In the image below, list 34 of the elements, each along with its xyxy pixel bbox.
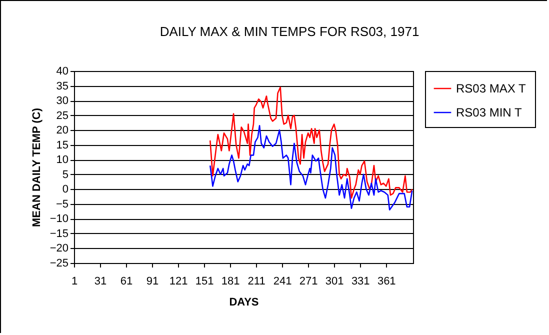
- x-tick-label: 211: [248, 276, 266, 288]
- line-series: [209, 86, 413, 199]
- y-tick-label: 20: [56, 124, 68, 137]
- y-tick-label: 5: [62, 168, 68, 181]
- y-tick-label: 40: [56, 66, 68, 78]
- line-series: [209, 124, 413, 210]
- y-tick-label: −10: [50, 213, 68, 226]
- x-tick-label: 331: [351, 276, 370, 288]
- x-tick-label: 31: [94, 276, 107, 288]
- y-axis-title: MEAN DAILY TEMP (C): [30, 108, 43, 227]
- x-tick-label: 181: [221, 276, 240, 288]
- x-tick-label: 271: [299, 276, 318, 288]
- x-tick-label: 241: [273, 276, 292, 288]
- y-tick-label: 15: [56, 139, 68, 152]
- y-tick-label: −15: [50, 228, 68, 240]
- x-tick-label: 361: [377, 276, 396, 288]
- y-tick-label: 35: [56, 80, 68, 92]
- y-tick-label: −5: [56, 198, 68, 210]
- x-tick-label: 61: [120, 276, 133, 288]
- y-tick-label: 0: [62, 184, 68, 196]
- x-axis-title: DAYS: [229, 296, 259, 308]
- y-tick-label: −25: [50, 258, 68, 270]
- chart-title: DAILY MAX & MIN TEMPS FOR RS03, 1971: [160, 24, 420, 39]
- y-tick-label: 10: [56, 154, 68, 166]
- legend-label: RS03 MIN T: [456, 106, 522, 120]
- y-tick-label: 30: [56, 95, 68, 108]
- x-tick-label: 121: [169, 276, 188, 288]
- legend-label: RS03 MAX T: [456, 82, 526, 96]
- y-tick-label: 25: [56, 110, 68, 122]
- x-tick-label: 151: [195, 276, 214, 288]
- x-tick-label: 301: [325, 276, 344, 288]
- y-tick-label: −20: [50, 242, 68, 255]
- x-tick-label: 91: [146, 276, 159, 288]
- x-tick-label: 1: [71, 276, 78, 288]
